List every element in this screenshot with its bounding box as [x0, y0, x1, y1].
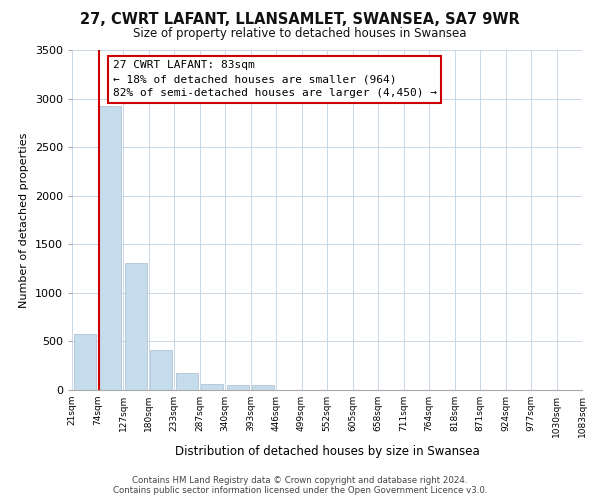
Y-axis label: Number of detached properties: Number of detached properties: [19, 132, 29, 308]
Text: 27 CWRT LAFANT: 83sqm
← 18% of detached houses are smaller (964)
82% of semi-det: 27 CWRT LAFANT: 83sqm ← 18% of detached …: [113, 60, 437, 98]
Bar: [227, 384, 248, 390]
Bar: [253, 384, 274, 390]
Text: 27, CWRT LAFANT, LLANSAMLET, SWANSEA, SA7 9WR: 27, CWRT LAFANT, LLANSAMLET, SWANSEA, SA…: [80, 12, 520, 28]
Text: Contains HM Land Registry data © Crown copyright and database right 2024.
Contai: Contains HM Land Registry data © Crown c…: [113, 476, 487, 495]
Bar: [202, 384, 223, 390]
Text: Size of property relative to detached houses in Swansea: Size of property relative to detached ho…: [133, 28, 467, 40]
Bar: [176, 374, 197, 390]
Bar: [151, 350, 172, 390]
Bar: [74, 334, 95, 390]
Bar: [125, 262, 146, 390]
X-axis label: Distribution of detached houses by size in Swansea: Distribution of detached houses by size …: [175, 446, 479, 458]
Bar: [100, 106, 121, 390]
